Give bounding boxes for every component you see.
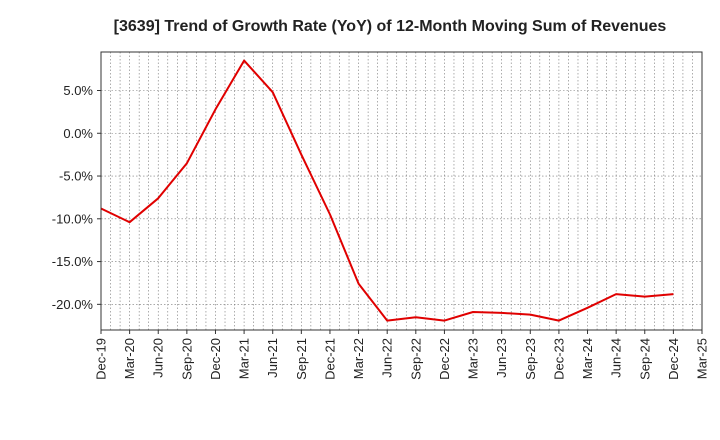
plot-area bbox=[100, 51, 703, 331]
x-axis: Dec-19 Mar-20 Jun-20 Sep-20 Dec-20 Mar-21 Jun-… bbox=[94, 330, 710, 380]
chart-title: [3639] Trend of Growth Rate (YoY) of 12-… bbox=[114, 18, 667, 35]
x-tick-label: Mar-22 bbox=[351, 338, 366, 379]
x-tick-label: Jun-23 bbox=[494, 338, 509, 378]
x-tick-label: Mar-21 bbox=[237, 338, 252, 379]
x-tick-label: Mar-23 bbox=[466, 338, 481, 379]
series-line bbox=[100, 59, 674, 322]
x-tick-label: Dec-22 bbox=[437, 338, 452, 380]
x-tick-label: Sep-24 bbox=[637, 338, 652, 380]
x-tick-label: Jun-24 bbox=[609, 338, 624, 378]
y-tick-label: -10.0% bbox=[52, 211, 94, 226]
x-tick-label: Sep-21 bbox=[294, 338, 309, 380]
x-tick-label: Dec-24 bbox=[666, 338, 681, 380]
x-tick-label: Dec-20 bbox=[208, 338, 223, 380]
x-tick-label: Jun-21 bbox=[265, 338, 280, 378]
x-tick-label: Sep-23 bbox=[523, 338, 538, 380]
x-tick-label: Mar-24 bbox=[580, 338, 595, 379]
series bbox=[100, 59, 674, 322]
x-tick-label: Dec-19 bbox=[94, 338, 109, 380]
y-tick-label: 5.0% bbox=[63, 83, 93, 98]
y-tick-label: 0.0% bbox=[63, 126, 93, 141]
x-tick-label: Dec-21 bbox=[322, 338, 337, 380]
y-tick-label: -20.0% bbox=[52, 297, 94, 312]
y-tick-label: -5.0% bbox=[59, 169, 93, 184]
x-tick-label: Mar-20 bbox=[122, 338, 137, 379]
x-tick-label: Sep-20 bbox=[179, 338, 194, 380]
x-tick-label: Dec-23 bbox=[551, 338, 566, 380]
grid bbox=[101, 52, 702, 330]
x-tick-label: Mar-25 bbox=[695, 338, 710, 379]
y-tick-label: -15.0% bbox=[52, 254, 94, 269]
x-tick-label: Sep-22 bbox=[408, 338, 423, 380]
x-tick-label: Jun-20 bbox=[151, 338, 166, 378]
x-tick-label: Jun-22 bbox=[380, 338, 395, 378]
y-axis: 5.0% 0.0% -5.0% -10.0% -15.0% -20.0% bbox=[52, 83, 101, 312]
